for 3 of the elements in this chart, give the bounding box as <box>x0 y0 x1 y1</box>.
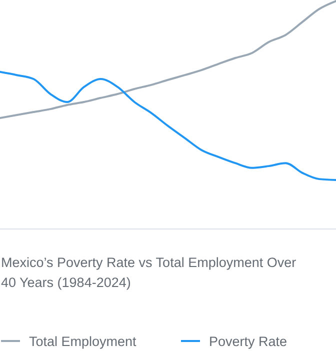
legend-label: Poverty Rate <box>209 334 288 349</box>
legend-label: Total Employment <box>29 334 137 349</box>
text: Mexico’s Poverty Rate vs Total Employment Over 40 Years (1984-2024) <box>1 255 297 290</box>
